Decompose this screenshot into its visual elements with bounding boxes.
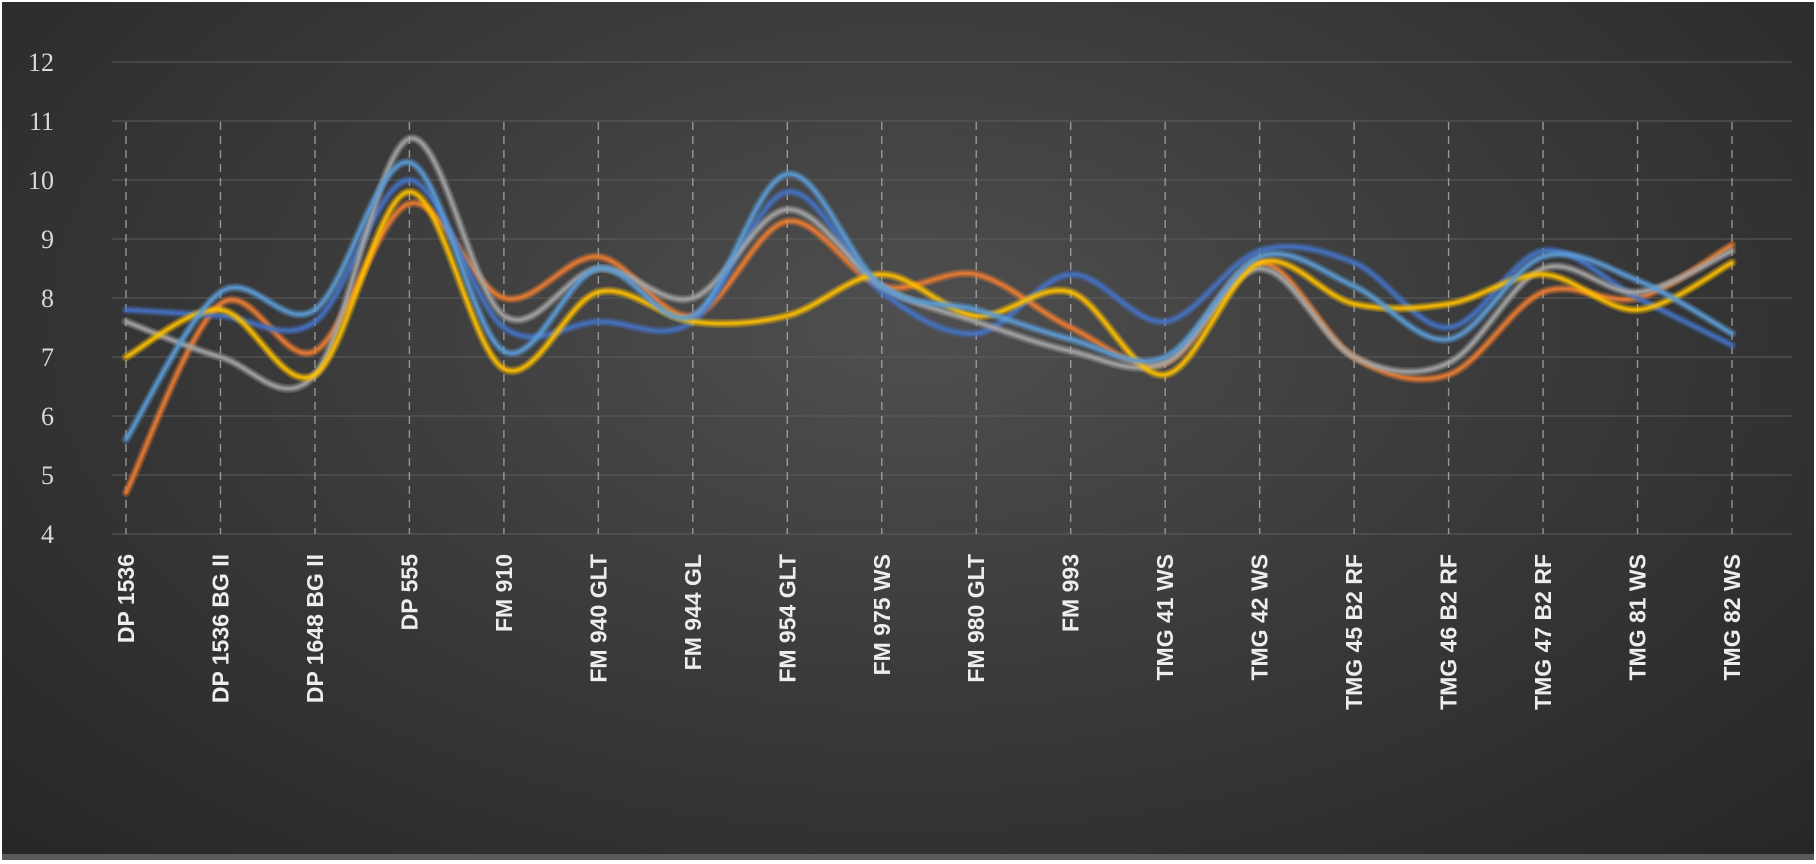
y-tick-label: 5: [41, 461, 54, 490]
series-line-3: [124, 189, 1734, 380]
x-tick-label: TMG 46 B2 RF: [1436, 554, 1462, 710]
grid-layer: [112, 61, 1792, 535]
series-line-4: [124, 160, 1734, 442]
y-tick-label: 9: [41, 225, 54, 254]
x-tick-label: FM 954 GLT: [774, 554, 800, 683]
x-tick-label: FM 980 GLT: [963, 554, 989, 683]
x-tick-label: TMG 45 B2 RF: [1341, 554, 1367, 710]
y-tick-label: 4: [41, 520, 54, 549]
series-layer: [121, 134, 1737, 498]
dropline-layer: [125, 122, 1733, 534]
x-tick-label: TMG 47 B2 RF: [1530, 554, 1556, 710]
x-tick-label: FM 975 WS: [869, 554, 895, 675]
x-tick-label: FM 993: [1058, 554, 1084, 632]
x-tick-label: FM 910: [491, 554, 517, 632]
x-tick-label: TMG 81 WS: [1625, 554, 1651, 681]
x-tick-label: TMG 42 WS: [1247, 554, 1273, 681]
y-tick-label: 10: [28, 166, 54, 195]
x-tick-label: FM 940 GLT: [585, 554, 611, 683]
y-tick-label: 7: [41, 343, 54, 372]
y-tick-label: 8: [41, 284, 54, 313]
x-tick-label: DP 555: [396, 554, 422, 631]
series-line-1: [124, 177, 1734, 348]
y-tick-label: 12: [28, 48, 54, 77]
x-axis: DP 1536 DP 1536 BG II DP 1648 BG II DP 555 F…: [113, 554, 1745, 710]
x-tick-label: DP 1536: [113, 554, 139, 643]
y-axis: 4 5 6 7 8 9 10 11 12: [28, 48, 54, 549]
x-tick-label: FM 944 GL: [680, 554, 706, 670]
x-tick-label: TMG 82 WS: [1719, 554, 1745, 681]
x-tick-label: DP 1536 BG II: [207, 554, 233, 703]
x-tick-label: TMG 41 WS: [1152, 554, 1178, 681]
x-tick-label: DP 1648 BG II: [302, 554, 328, 703]
y-tick-label: 6: [41, 402, 54, 431]
y-tick-label: 11: [29, 107, 54, 136]
series-glow-4: [121, 157, 1737, 445]
